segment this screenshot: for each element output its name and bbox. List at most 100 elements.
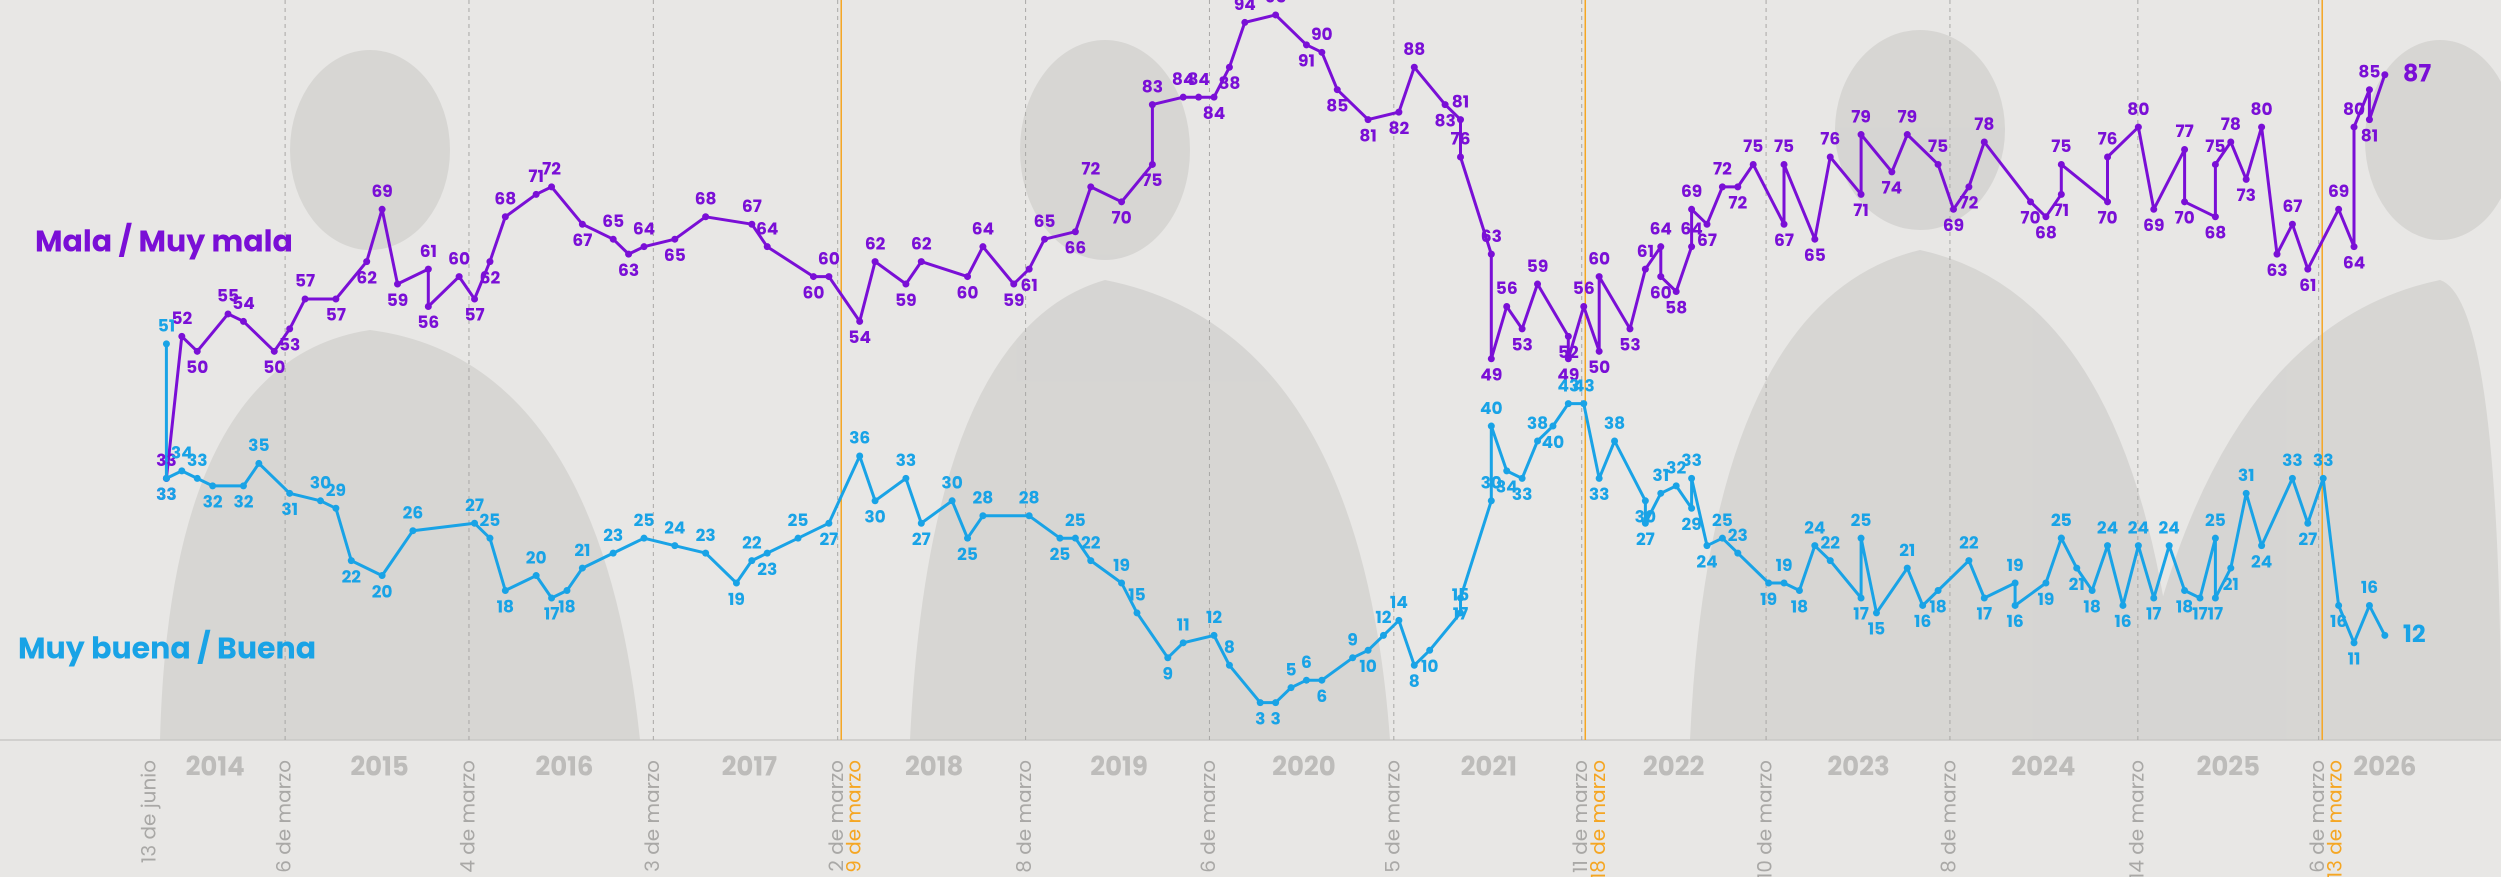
data-point xyxy=(641,535,648,542)
value-label: 56 xyxy=(417,310,439,334)
value-label: 59 xyxy=(895,288,917,312)
value-label: 20 xyxy=(372,579,393,603)
data-point xyxy=(1488,251,1495,258)
value-label: 63 xyxy=(2266,258,2287,282)
value-label: 12 xyxy=(1206,605,1222,629)
data-point xyxy=(1781,580,1788,587)
data-point xyxy=(1519,325,1526,332)
value-label: 29 xyxy=(326,478,346,502)
data-point xyxy=(2042,213,2049,220)
data-point xyxy=(1580,400,1587,407)
x-tick-label: 8 de marzo xyxy=(1010,760,1038,873)
value-label: 52 xyxy=(1558,340,1579,364)
value-label: 65 xyxy=(1034,209,1056,233)
value-label: 62 xyxy=(911,231,932,255)
value-label: 15 xyxy=(1128,583,1145,607)
data-point xyxy=(1549,423,1556,430)
value-label: 85 xyxy=(2358,59,2380,83)
data-point xyxy=(1488,497,1495,504)
data-point xyxy=(2196,594,2203,601)
value-label: 17 xyxy=(544,602,560,626)
data-point xyxy=(2181,146,2188,153)
value-label: 9 xyxy=(1163,662,1173,686)
data-point xyxy=(625,251,632,258)
value-label: 27 xyxy=(912,527,931,551)
value-label: 78 xyxy=(1974,112,1994,136)
value-label: 59 xyxy=(387,288,409,312)
value-label: 22 xyxy=(1821,530,1841,554)
value-label: 23 xyxy=(757,557,777,581)
year-label: 2024 xyxy=(2011,749,2075,785)
value-label: 74 xyxy=(1882,176,1903,200)
value-label: 51 xyxy=(158,314,175,338)
value-label: 72 xyxy=(1081,157,1100,181)
data-point xyxy=(1519,475,1526,482)
data-point xyxy=(1241,19,1248,26)
value-label: 33 xyxy=(1681,448,1702,472)
data-point xyxy=(1858,191,1865,198)
data-point xyxy=(1657,273,1664,280)
value-label: 30 xyxy=(941,471,962,495)
value-label: 72 xyxy=(1728,191,1747,215)
value-label: 21 xyxy=(574,538,590,562)
value-label: 54 xyxy=(848,325,871,349)
data-point xyxy=(1411,662,1418,669)
year-label: 2015 xyxy=(350,749,408,785)
value-label: 58 xyxy=(1665,295,1687,319)
value-label: 73 xyxy=(2236,183,2255,207)
data-point xyxy=(1858,535,1865,542)
value-label: 64 xyxy=(972,216,994,240)
data-point xyxy=(671,236,678,243)
data-point xyxy=(2119,602,2126,609)
value-label: 64 xyxy=(633,216,655,240)
legend-label: Mala / Muy mala xyxy=(35,219,293,262)
value-label: 27 xyxy=(1636,527,1655,551)
year-label: 2019 xyxy=(1090,749,1148,785)
data-point xyxy=(1226,64,1233,71)
data-point xyxy=(1257,699,1264,706)
data-point xyxy=(2258,542,2265,549)
value-label: 56 xyxy=(1573,276,1595,300)
data-point xyxy=(2335,602,2342,609)
value-label: 64 xyxy=(2343,250,2365,274)
value-label: 57 xyxy=(464,303,484,327)
data-point xyxy=(1688,206,1695,213)
value-label: 53 xyxy=(279,333,300,357)
data-point xyxy=(1719,183,1726,190)
value-label: 60 xyxy=(448,246,470,270)
value-label: 33 xyxy=(156,482,177,506)
value-label: 53 xyxy=(1511,333,1532,357)
year-label: 2022 xyxy=(1643,749,1705,785)
data-point xyxy=(671,542,678,549)
data-point xyxy=(1950,206,1957,213)
data-point xyxy=(1380,632,1387,639)
value-label: 61 xyxy=(2299,273,2316,297)
data-point xyxy=(1087,183,1094,190)
value-label: 33 xyxy=(2282,448,2303,472)
data-point xyxy=(1288,684,1295,691)
value-label: 75 xyxy=(2051,134,2071,158)
data-point xyxy=(2181,587,2188,594)
value-label: 31 xyxy=(2238,463,2255,487)
data-point xyxy=(2351,124,2358,131)
year-label: 2026 xyxy=(2353,749,2416,785)
data-point xyxy=(240,318,247,325)
value-label: 25 xyxy=(1851,508,1872,532)
value-label: 84 xyxy=(1187,67,1210,91)
value-label: 54 xyxy=(232,291,255,315)
data-point xyxy=(271,348,278,355)
data-point xyxy=(964,273,971,280)
data-point xyxy=(1534,438,1541,445)
data-point xyxy=(810,273,817,280)
data-point xyxy=(2258,124,2265,131)
data-point xyxy=(2212,213,2219,220)
data-point xyxy=(1827,153,1834,160)
data-point xyxy=(1904,131,1911,138)
data-point xyxy=(1981,139,1988,146)
data-point xyxy=(979,512,986,519)
value-label: 94 xyxy=(1234,0,1256,16)
data-point xyxy=(1611,438,1618,445)
value-label: 61 xyxy=(1637,239,1654,263)
value-label: 33 xyxy=(2313,448,2334,472)
data-point xyxy=(486,535,493,542)
